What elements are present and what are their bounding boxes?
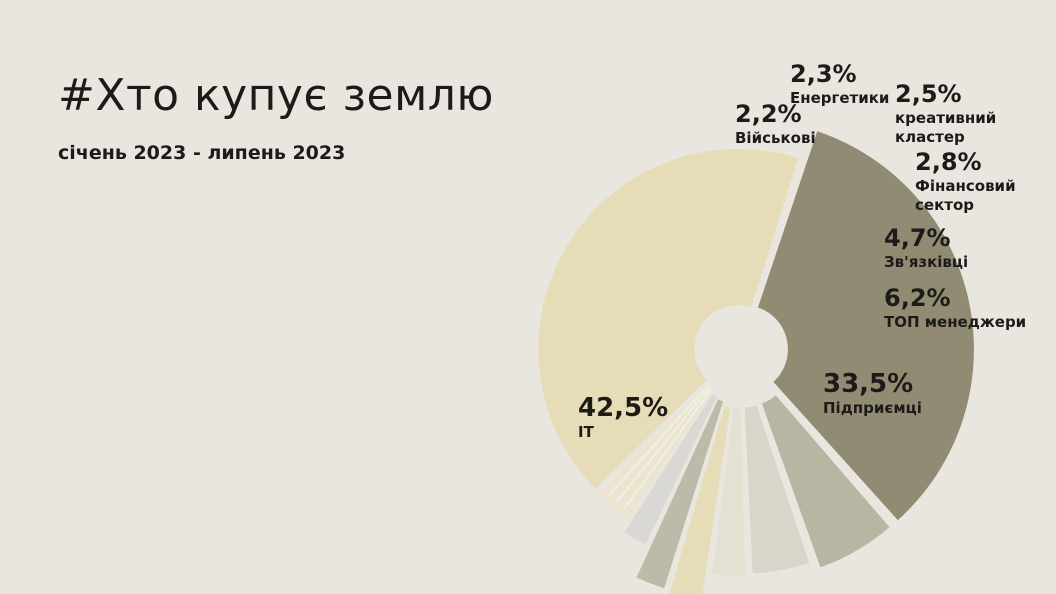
- slice-separator: [623, 388, 713, 509]
- pie-slice: [757, 131, 974, 521]
- slice-value-label: 2,8%: [915, 148, 982, 176]
- pie-slice: [744, 405, 810, 574]
- pie-slice: [712, 407, 746, 576]
- slice-value-label: 2,3%: [790, 60, 857, 88]
- slice-value-label: 4,7%: [884, 224, 951, 252]
- donut-hole: [696, 306, 784, 394]
- slice-category-label: Фінансовий: [915, 177, 1016, 195]
- slice-category-label: кластер: [895, 128, 965, 146]
- slice-value-label: 33,5%: [823, 369, 913, 399]
- pie-slice: [636, 399, 724, 589]
- slice-category-label: Військові: [735, 129, 816, 147]
- slice-separator: [608, 384, 709, 497]
- slice-label: 42,5%ІТ: [578, 393, 668, 441]
- slice-separator: [615, 386, 711, 503]
- slice-category-label: Енергетики: [790, 89, 889, 107]
- slice-label: 33,5%Підприємці: [823, 369, 922, 417]
- slice-value-label: 2,2%: [735, 100, 802, 128]
- pie-slice: [761, 395, 890, 568]
- pie-slice: [669, 405, 731, 594]
- slice-label: 4,7%Зв'язківці: [884, 224, 968, 271]
- slice-value-label: 2,5%: [895, 80, 962, 108]
- pie-slice: [538, 148, 799, 489]
- pie-slices: [538, 131, 974, 594]
- page-title: #Хто купує землю: [58, 70, 494, 121]
- slice-label: 6,2%ТОП менеджери: [884, 284, 1026, 331]
- page-subtitle: січень 2023 - липень 2023: [58, 142, 346, 164]
- slice-category-label: креативний: [895, 109, 996, 127]
- slice-label: 2,2%Військові: [735, 100, 816, 147]
- slice-label: 2,3%Енергетики: [790, 60, 889, 107]
- slice-category-label: ІТ: [578, 423, 595, 441]
- slice-value-label: 42,5%: [578, 393, 668, 423]
- slice-value-label: 6,2%: [884, 284, 951, 312]
- slice-category-label: ТОП менеджери: [884, 313, 1026, 331]
- pie-labels: 42,5%ІТ 33,5%Підприємці 6,2%ТОП менеджери 4…: [578, 60, 1026, 441]
- slice-category-label: сектор: [915, 196, 974, 214]
- slice-category-label: Підприємці: [823, 399, 922, 417]
- slice-category-label: Зв'язківці: [884, 253, 968, 271]
- pie-slice: [624, 394, 717, 545]
